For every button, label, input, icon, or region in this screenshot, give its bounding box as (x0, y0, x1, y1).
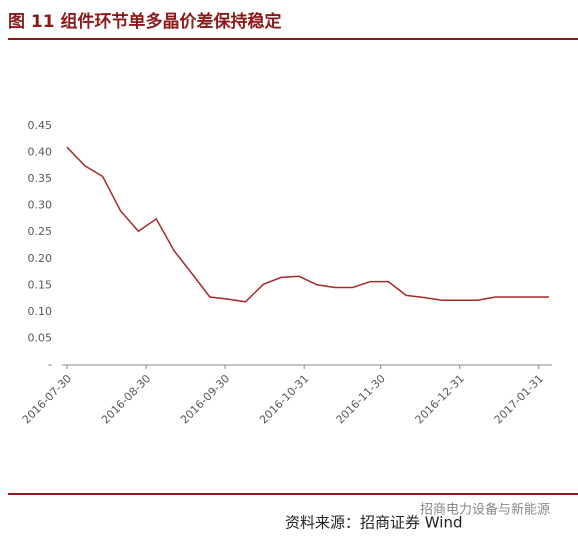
x-tick-label: 2016-09-30 (178, 372, 232, 426)
y-tick-label: 0.45 (28, 119, 53, 132)
y-tick-label: 0.10 (28, 305, 53, 318)
x-tick-label: 2016-08-30 (99, 372, 153, 426)
y-tick-label: 0.05 (28, 331, 53, 344)
x-tick-label: 2017-01-31 (492, 372, 546, 426)
x-tick-label: 2016-10-31 (257, 372, 311, 426)
y-tick-label: 0.30 (28, 199, 53, 212)
y-tick-label: 0.35 (28, 172, 53, 185)
y-tick-label: 0.25 (28, 225, 53, 238)
source: 资料来源：招商证券 Wind (285, 514, 462, 532)
y-tick-label: - (48, 358, 52, 371)
y-tick-label: 0.40 (28, 146, 53, 159)
watermark: 招商电力设备与新能源 (420, 502, 550, 518)
x-tick-label: 2016-12-31 (413, 372, 467, 426)
x-tick-label: 2016-11-30 (334, 372, 388, 426)
chart-title: 图 11 组件环节单多晶价差保持稳定 (8, 11, 282, 32)
y-tick-label: 0.15 (28, 278, 53, 291)
x-tick-label: 2016-07-30 (20, 372, 74, 426)
y-tick-label: 0.20 (28, 252, 53, 265)
line-series (66, 146, 549, 303)
